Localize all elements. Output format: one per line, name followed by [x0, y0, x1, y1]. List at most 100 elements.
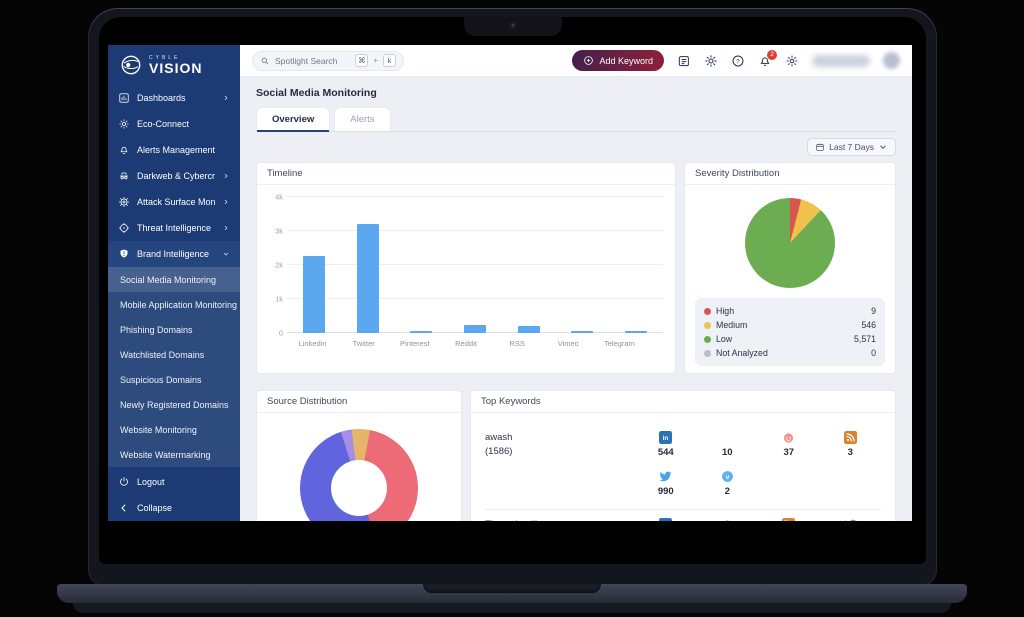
reddit-icon — [782, 431, 795, 444]
tab-alerts[interactable]: Alerts — [334, 107, 391, 131]
chevron-down-icon — [880, 145, 886, 149]
twitter-icon — [844, 518, 857, 521]
camera-notch — [463, 17, 562, 36]
shortcut-cmd-key: ⌘ — [355, 54, 369, 67]
keyword-row[interactable]: Threat Intelligence in — [485, 509, 881, 521]
chevron-right-icon — [224, 173, 228, 179]
sidebar-item-threat-intelligence[interactable]: Threat Intelligence — [108, 215, 240, 241]
bar-column — [509, 325, 549, 333]
keyword-stat: in 544 — [635, 431, 697, 458]
submenu-item-suspicious-domains[interactable]: Suspicious Domains — [120, 374, 202, 385]
source-distribution-card: Source Distribution — [256, 390, 462, 521]
svg-text:?: ? — [736, 58, 740, 65]
sidebar-item-alerts-management[interactable]: Alerts Management — [108, 137, 240, 163]
webcam-dot — [509, 22, 516, 29]
bar-rss — [517, 325, 540, 333]
sidebar-item-brand-intelligence[interactable]: Brand Intelligence — [108, 241, 240, 267]
source-card-title: Source Distribution — [257, 391, 461, 413]
y-tick-label: 3k — [275, 226, 283, 236]
keyword-stat: 37 — [758, 431, 820, 458]
legend-value: 546 — [861, 320, 876, 330]
vimeo-icon: v — [721, 470, 734, 483]
timeline-bars — [287, 197, 663, 333]
submenu-item-website-watermarking[interactable]: Website Watermarking — [120, 449, 211, 460]
x-tick-label: Linkedin — [298, 339, 327, 348]
gridline — [287, 196, 663, 197]
gridline — [287, 298, 663, 299]
date-range-label: Last 7 Days — [829, 142, 874, 152]
bell-icon — [760, 56, 770, 66]
settings-button[interactable] — [785, 54, 799, 68]
timeline-card-title: Timeline — [257, 163, 675, 185]
keyword-stat-value: 3 — [847, 447, 853, 458]
tab-bar: Overview Alerts — [256, 107, 896, 132]
chevron-down-icon — [223, 252, 229, 256]
bar-reddit — [463, 325, 486, 333]
keyword-stat-value: 990 — [657, 486, 674, 497]
legend-label: Medium — [716, 320, 748, 330]
search-input[interactable]: Spotlight Search ⌘ + k — [252, 50, 404, 71]
keyword-stat — [758, 518, 820, 521]
submenu-item-phishing-domains[interactable]: Phishing Domains — [120, 324, 193, 335]
release-notes-button[interactable] — [677, 54, 691, 68]
avatar[interactable] — [883, 52, 900, 69]
sun-icon — [705, 54, 717, 67]
severity-card-title: Severity Distribution — [685, 163, 895, 185]
y-tick-label: 4k — [275, 192, 283, 202]
reddit-icon — [721, 518, 734, 521]
logout-button[interactable]: Logout — [108, 469, 240, 495]
source-donut-chart — [300, 429, 418, 521]
collapse-button[interactable]: Collapse — [108, 495, 240, 521]
tab-overview[interactable]: Overview — [256, 107, 331, 132]
chevron-left-icon — [121, 504, 126, 512]
sidebar-item-label: Attack Surface Monitoring — [137, 197, 215, 207]
submenu-item-mobile-application-monitoring[interactable]: Mobile Application Monitoring — [120, 299, 238, 310]
legend-label: High — [716, 306, 735, 316]
help-icon: ? — [732, 55, 744, 66]
bar-pinterest — [410, 330, 433, 333]
brand-name-top: CYBLE — [149, 54, 181, 61]
legend-dot — [704, 321, 711, 329]
page-content: Social Media Monitoring Overview Alerts … — [240, 77, 912, 521]
help-button[interactable]: ? — [731, 54, 745, 68]
bar-telegram — [625, 330, 648, 333]
notifications-button[interactable]: 2 — [758, 49, 777, 68]
submenu-item-website-monitoring[interactable]: Website Monitoring — [120, 424, 197, 435]
legend-dot — [704, 335, 711, 343]
y-tick-label: 2k — [275, 260, 283, 270]
legend-dot — [704, 307, 711, 315]
legend-row-not-analyzed: Not Analyzed 0 — [704, 346, 876, 360]
brand-name: VISION — [149, 59, 203, 76]
submenu-item-newly-registered-domains[interactable]: Newly Registered Domains — [120, 399, 229, 410]
top-keywords-body: awash(1586)in54410373990v2Threat Intelli… — [471, 413, 895, 521]
gridline — [287, 230, 663, 231]
keyword-stat-value: 544 — [657, 447, 674, 458]
brand-logo: CYBLE VISION — [108, 45, 240, 85]
shortcut-plus: + — [373, 56, 378, 65]
app-window: CYBLE VISION Dashboards Eco-Connect — [108, 45, 912, 521]
shield-icon — [120, 249, 128, 258]
bar-column — [455, 325, 495, 333]
date-range-dropdown[interactable]: Last 7 Days — [807, 138, 896, 156]
sidebar-item-dashboards[interactable]: Dashboards — [108, 85, 240, 111]
keyword-stat: in — [635, 518, 697, 521]
keyword-stat — [697, 518, 759, 521]
legend-dot — [704, 349, 711, 357]
severity-legend: High 9 Medium 546 Low 5,571 Not Analyzed 0 — [695, 298, 885, 366]
sidebar-item-label: Dashboards — [137, 93, 186, 103]
keyword-stat: 3 — [820, 431, 882, 458]
add-keyword-label: Add Keyword — [599, 55, 653, 66]
submenu-item-social-media-monitoring[interactable]: Social Media Monitoring — [108, 267, 240, 292]
sidebar-item-darkweb-cybercrime[interactable]: Darkweb & Cybercrime — [108, 163, 240, 189]
add-keyword-button[interactable]: Add Keyword — [572, 50, 664, 71]
sidebar-item-attack-surface[interactable]: Attack Surface Monitoring — [108, 189, 240, 215]
keyword-stat-value: 2 — [724, 486, 730, 497]
keyword-row[interactable]: awash (1586) in 544 10 37 3 990 v 2 — [485, 423, 881, 509]
timeline-card: Timeline 0 1k 2k 3k 4k Linkedin Twitter Pinter… — [256, 162, 676, 374]
theme-toggle-button[interactable] — [704, 54, 718, 68]
severity-pie-chart — [745, 198, 835, 288]
submenu-item-watchlisted-domains[interactable]: Watchlisted Domains — [120, 349, 205, 360]
legend-value: 0 — [871, 348, 876, 358]
sidebar-item-eco-connect[interactable]: Eco-Connect — [108, 111, 240, 137]
